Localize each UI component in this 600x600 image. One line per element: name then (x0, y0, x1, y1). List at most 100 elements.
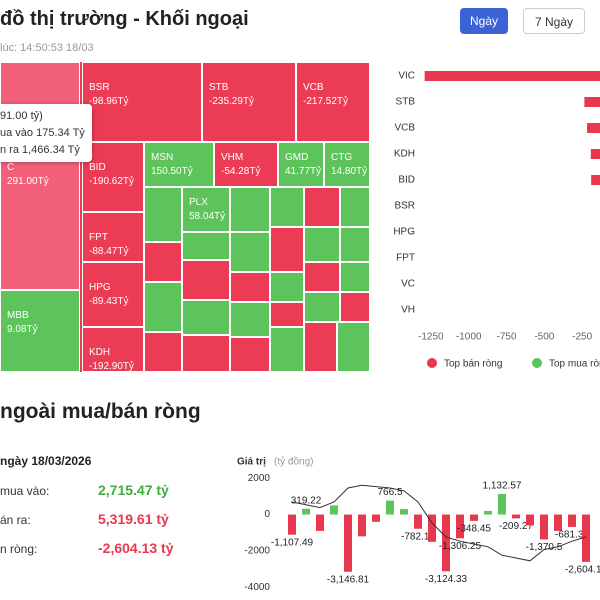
cell-value: 9.08Tỷ (7, 324, 38, 335)
treemap: C 291.00Tỷ MBB 9.08Tỷ BSR -98.96Tỷ STB -235.29T… (0, 62, 370, 372)
bar (428, 514, 436, 542)
y-tick-label: 0 (264, 509, 270, 520)
cell-value: -192.90Tỷ (89, 361, 135, 372)
treemap-tile (270, 187, 304, 227)
treemap-tile (340, 227, 370, 262)
cell-label: BID (89, 162, 106, 173)
cell-label: MSN (151, 152, 174, 163)
bar (344, 514, 352, 572)
treemap-tile (270, 302, 304, 327)
y-tick-label: -2000 (244, 546, 270, 557)
treemap-tile (337, 322, 370, 372)
treemap-tile (230, 232, 270, 272)
value-label: -1,370.5 (526, 542, 563, 553)
treemap-tile (304, 292, 340, 322)
treemap-tile (182, 260, 230, 300)
treemap-tile (304, 262, 340, 292)
treemap-tile (230, 302, 270, 337)
category-label: BSR (394, 201, 415, 212)
treemap-tile (304, 322, 337, 372)
cell-label: VCB (303, 82, 324, 93)
tooltip-line: 91.00 tỷ) (0, 110, 43, 122)
treemap-tile (230, 272, 270, 302)
value-label: -1,107.49 (271, 537, 314, 548)
updated-time: lúc: 14:50:53 18/03 (0, 42, 94, 54)
top-bar-chart: VIC STB VCB KDH BID BSR HPG FPT VC VH -1250 -1000 -7… (393, 71, 600, 370)
tooltip: 91.00 tỷ) ua vào 175.34 Tỷ n ra 1,466.34 T… (0, 104, 92, 162)
y-tick-label: -4000 (244, 582, 270, 593)
section-title: ngoài mua/bán ròng (0, 400, 201, 423)
treemap-cell: PLX 58.04Tỷ (182, 187, 230, 232)
bar (591, 175, 600, 185)
category-label: FPT (396, 253, 415, 264)
cell-value: -190.62Tỷ (89, 176, 135, 187)
x-tick-label: -1000 (456, 332, 482, 343)
bar (584, 97, 600, 107)
bar (400, 509, 408, 515)
treemap-tile (144, 282, 182, 332)
treemap-tile (270, 227, 304, 272)
cell-value: -98.96Tỷ (89, 96, 129, 107)
y-tick-label: 2000 (248, 473, 271, 484)
treemap-tile (182, 335, 230, 372)
bar (442, 514, 450, 572)
axis-unit: (tỷ đồng) (274, 456, 313, 468)
value-label: -782.17 (401, 531, 435, 542)
treemap-tile (144, 332, 182, 372)
category-label: VIC (398, 71, 415, 82)
bar (302, 508, 310, 515)
value-label: -3,124.33 (425, 574, 468, 585)
bar (330, 505, 338, 515)
treemap-cell: STB -235.29Tỷ (202, 62, 296, 142)
stat-value: -2,604.13 tỷ (98, 540, 174, 556)
treemap-tile (340, 292, 370, 322)
stats-date: ngày 18/03/2026 (0, 454, 92, 468)
cell-value: 58.04Tỷ (189, 211, 226, 222)
stat-label: án ra: (0, 513, 31, 527)
treemap-cell: C 291.00Tỷ (0, 62, 80, 290)
day-button[interactable]: Ngày (460, 8, 508, 34)
category-label: VC (401, 279, 415, 290)
stat-label: n ròng: (0, 542, 38, 556)
legend-dot (532, 358, 542, 368)
treemap-cell: KDH -192.90Tỷ (82, 327, 144, 372)
category-label: VH (401, 305, 415, 316)
bar (316, 514, 324, 531)
x-tick-label: -500 (534, 332, 554, 343)
treemap-cell: VHM -54.28Tỷ (214, 142, 278, 187)
cell-label: HPG (89, 282, 111, 293)
cell-label: GMD (285, 152, 309, 163)
legend-label: Top bán ròng (444, 359, 502, 370)
cell-label: VHM (221, 152, 244, 163)
bar (540, 514, 548, 540)
bar (587, 123, 600, 133)
cell-label: MBB (7, 310, 29, 321)
cell-value: 291.00Tỷ (7, 176, 49, 187)
week-button[interactable]: 7 Ngày (523, 8, 585, 34)
treemap-tile (182, 300, 230, 335)
tooltip-line: n ra 1,466.34 Tỷ (0, 144, 80, 156)
category-label: KDH (394, 149, 415, 160)
value-label: -681.32 (555, 530, 589, 541)
cell-value: -88.47Tỷ (89, 246, 129, 257)
category-label: HPG (393, 227, 415, 238)
treemap-cell: GMD 41.77Tỷ (278, 142, 324, 187)
stat-value: 5,319.61 tỷ (98, 511, 169, 527)
treemap-cell: CTG 14.80Tỷ (324, 142, 370, 187)
treemap-tile (304, 227, 340, 262)
cell-value: -89.43Tỷ (89, 296, 129, 307)
treemap-cell: FPT -88.47Tỷ (82, 212, 144, 262)
cell-label: PLX (189, 197, 208, 208)
value-label: -348.45 (457, 524, 491, 535)
bar (484, 510, 492, 515)
cell-value: -217.52Tỷ (303, 96, 349, 107)
bar (424, 71, 600, 81)
cell-value: 150.50Tỷ (151, 166, 193, 177)
legend-dot (427, 358, 437, 368)
bar (372, 514, 380, 522)
bar (582, 514, 590, 562)
cell-label: KDH (89, 347, 111, 358)
treemap-tile (304, 187, 340, 227)
page-title: đồ thị trường - Khối ngoại (0, 8, 249, 30)
